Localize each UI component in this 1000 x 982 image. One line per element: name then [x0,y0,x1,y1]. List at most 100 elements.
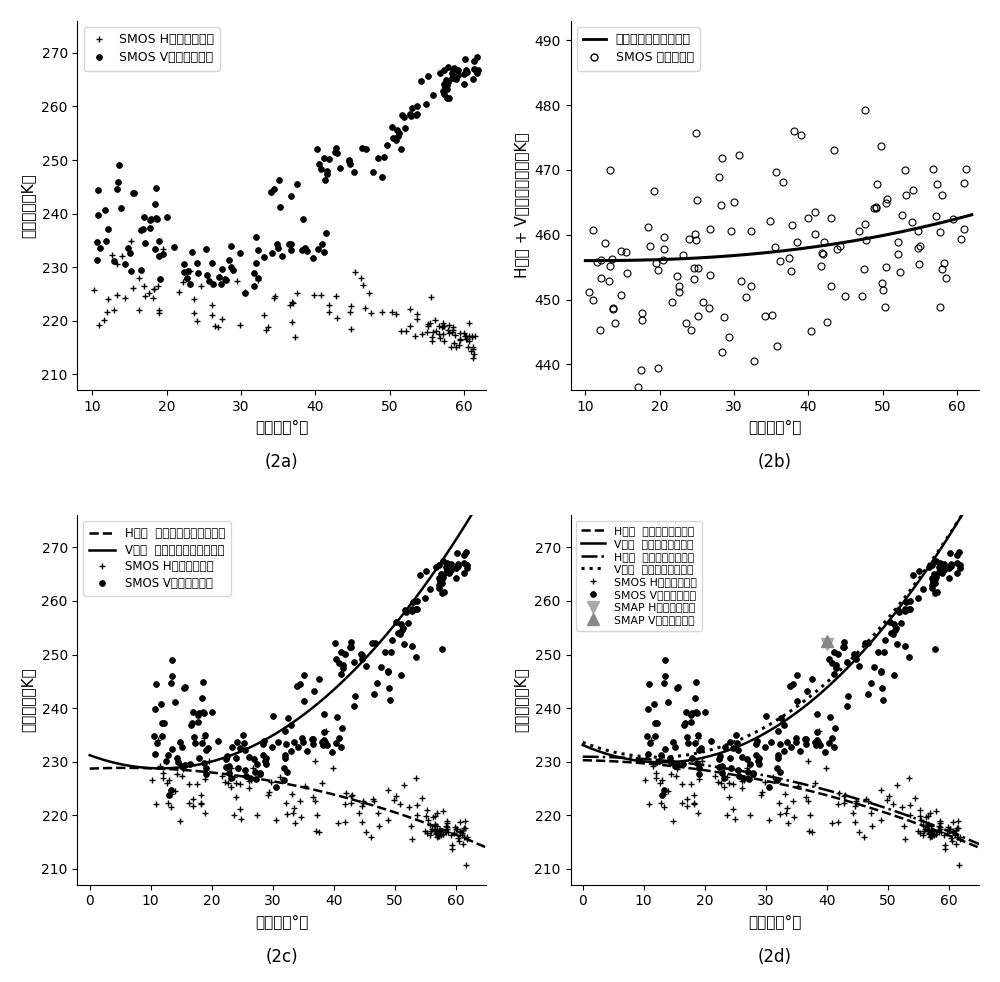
SMOS H极化亮度温度 [320,725,332,736]
V极化  第二次非线性拟合曲线 [419,579,431,591]
SMOS H极化亮度温度 [922,810,934,822]
SMOS H极化亮度温度 [429,810,441,822]
H极化  定点回归拟合曲线 [819,789,831,800]
V极化  定点回归拟合曲线 [577,739,589,751]
V极化  第二次非线性拟合曲线 [321,690,333,702]
SMOS H极化亮度温度 [813,725,825,736]
H极化  第二次非线性拟合曲线 [85,763,97,775]
H极化  定点回归拟合曲线 [578,754,590,766]
H极化  平移变换拟合曲线 [578,751,590,763]
V极化  平移变换拟合曲线 [937,538,949,550]
H极化  第二次非线性拟合曲线 [480,842,492,853]
H极化  第二次非线性拟合曲线 [328,789,340,800]
H极化  定点回归拟合曲线 [577,754,589,766]
Y-axis label: 亮度温度（K）: 亮度温度（K） [21,173,36,238]
H极化  定点回归拟合曲线 [813,788,825,799]
SMOS H极化亮度温度 [767,771,779,783]
SMOS V极化亮度温度 [383,682,395,694]
V极化  定点回归拟合曲线 [937,539,949,551]
SMOS V极化亮度温度 [651,717,663,729]
SMOS V极化亮度温度 [94,243,106,254]
V极化  第二次非线性拟合曲线 [84,749,96,761]
SMOS H极化亮度温度 [448,337,460,349]
SMOS V极化亮度温度 [760,710,772,722]
Line: V极化  第二次非线性拟合曲线: V极化 第二次非线性拟合曲线 [90,491,486,768]
SMOS H极化亮度温度 [467,352,479,363]
V极化  平移变换拟合曲线 [912,573,924,585]
SMOS V极化亮度温度 [367,166,379,178]
V极化  定点回归拟合曲线 [821,682,833,693]
V极化  平移变换拟合曲线 [814,682,826,694]
SMOS V极化亮度温度 [442,61,454,73]
Line: SMOS H极化亮度温度: SMOS H极化亮度温度 [91,238,478,361]
Line: H极化  平移变换拟合曲线: H极化 平移变换拟合曲线 [583,757,979,845]
SMOS H极化亮度温度 [943,823,955,835]
H极化  平移变换拟合曲线 [813,782,825,793]
V极化  平移变换拟合曲线 [577,736,589,748]
Legend: H极化  第二次非线性拟合曲线, V极化  第二次非线性拟合曲线, SMOS H极化亮度温度, SMOS V极化亮度温度: H极化 第二次非线性拟合曲线, V极化 第二次非线性拟合曲线, SMOS H极化… [83,521,231,596]
Line: SMOS V极化亮度温度: SMOS V极化亮度温度 [94,55,480,296]
Line: V极化  平移变换拟合曲线: V极化 平移变换拟合曲线 [583,487,979,757]
SMOS H极化亮度温度 [933,820,945,832]
V极化  平移变换拟合曲线 [652,751,664,763]
SMOS V极化亮度温度 [876,682,888,694]
SMOS V极化亮度温度 [691,708,703,720]
Legend: SMOS H极化亮度温度, SMOS V极化亮度温度: SMOS H极化亮度温度, SMOS V极化亮度温度 [84,27,220,71]
Y-axis label: 亮度温度（K）: 亮度温度（K） [514,668,529,733]
SMOS V极化亮度温度 [713,761,725,773]
H极化  定点回归拟合曲线 [973,842,985,853]
SMOS H极化亮度温度 [450,823,462,835]
SMOS V极化亮度温度 [471,51,483,63]
V极化  定点回归拟合曲线 [813,689,825,701]
Text: (2b): (2b) [758,453,792,471]
SMOS V极化亮度温度 [648,698,660,710]
Legend: 第一次非线性拟合曲线, SMOS 亮度温度和: 第一次非线性拟合曲线, SMOS 亮度温度和 [577,27,700,71]
SMOS V极化亮度温度 [155,698,167,710]
SMOS H极化亮度温度 [447,324,459,336]
H极化  平移变换拟合曲线 [819,784,831,795]
SMOS H极化亮度温度 [327,762,339,774]
SMOS V极化亮度温度 [812,736,824,748]
SMOS V极化亮度温度 [239,287,251,299]
SMOS H极化亮度温度 [953,858,965,870]
V极化  平移变换拟合曲线 [973,481,985,493]
SMOS H极化亮度温度 [440,820,452,832]
V极化  第二次非线性拟合曲线 [328,683,340,695]
SMOS H极化亮度温度 [820,762,832,774]
Text: (2a): (2a) [265,453,299,471]
H极化  定点回归拟合曲线 [936,827,948,839]
V极化  第二次非线性拟合曲线 [480,485,492,497]
Line: H极化  定点回归拟合曲线: H极化 定点回归拟合曲线 [583,760,979,847]
SMOS V极化亮度温度 [953,546,965,558]
SMOS H极化亮度温度 [458,831,470,843]
SMOS V极化亮度温度 [272,242,284,253]
SMOS V极化亮度温度 [220,761,232,773]
Line: SMOS H极化亮度温度: SMOS H极化亮度温度 [642,728,964,868]
H极化  第二次非线性拟合曲线 [118,762,130,774]
H极化  定点回归拟合曲线 [911,818,923,830]
SMOS H极化亮度温度 [274,771,286,783]
SMOS H极化亮度温度 [395,325,407,337]
H极化  第二次非线性拟合曲线 [419,817,431,829]
V极化  定点回归拟合曲线 [973,480,985,492]
H极化  第二次非线性拟合曲线 [84,763,96,775]
V极化  第二次非线性拟合曲线 [320,691,332,703]
SMOS H极化亮度温度 [355,272,367,284]
V极化  平移变换拟合曲线 [578,736,590,748]
X-axis label: 入射角（°）: 入射角（°） [748,419,802,435]
Y-axis label: H极化 + V极化亮度温度（K）: H极化 + V极化亮度温度（K） [514,133,529,278]
V极化  定点回归拟合曲线 [578,739,590,751]
SMOS V极化亮度温度 [360,142,372,154]
H极化  第二次非线性拟合曲线 [444,827,456,839]
SMOS V极化亮度温度 [460,546,472,558]
V极化  第二次非线性拟合曲线 [85,750,97,762]
X-axis label: 入射角（°）: 入射角（°） [255,914,308,929]
H极化  平移变换拟合曲线 [577,751,589,763]
SMOS V极化亮度温度 [267,710,279,722]
SMOS H极化亮度温度 [437,317,449,329]
SMOS H极化亮度温度 [125,236,137,247]
SMOS V极化亮度温度 [458,68,470,80]
SMOS V极化亮度温度 [198,708,210,720]
SMOS H极化亮度温度 [247,763,259,775]
H极化  平移变换拟合曲线 [911,813,923,825]
